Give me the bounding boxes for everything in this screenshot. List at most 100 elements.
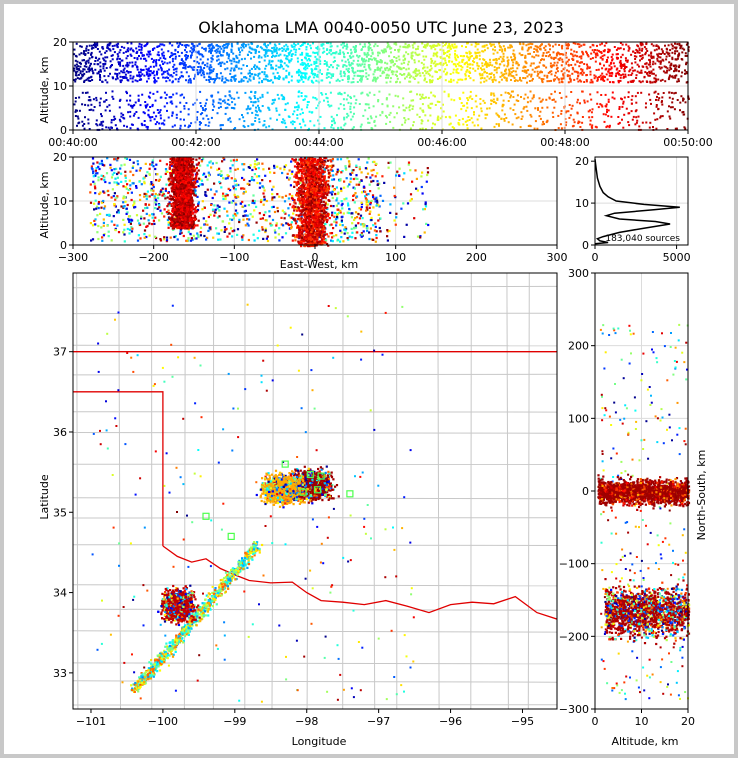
time-height-point [235,54,238,57]
time-height-point [105,99,108,101]
time-height-point [369,115,372,118]
time-height-point [608,74,611,77]
ew-point [261,217,264,220]
time-height-point [229,120,232,123]
time-height-point [305,52,308,55]
time-height-point [615,56,618,59]
time-height-point [113,115,116,118]
time-height-point [248,108,251,111]
time-height-point [601,105,604,108]
ew-point [179,228,183,231]
time-height-point [464,74,467,77]
ew-point [99,212,102,215]
ew-point [130,198,133,202]
time-height-point [343,52,345,55]
ew-point [231,235,234,238]
time-height-point [80,52,83,55]
time-height-point [77,67,80,70]
ew-point [216,204,219,207]
time-height-point [234,127,237,129]
ew-point [273,166,276,169]
time-height-point [278,43,281,45]
ew-point [143,229,147,232]
time-height-point [272,72,275,75]
ew-point [154,201,157,204]
time-height-point [372,78,375,81]
ew-point [362,225,365,228]
time-height-point [466,69,469,71]
time-height-point [620,56,623,59]
time-height-point [337,127,340,130]
time-height-point [189,79,192,82]
time-tick-label: 00:40:00 [48,136,97,149]
time-height-point [506,60,509,62]
time-height-point [513,58,516,61]
time-height-point [348,55,351,58]
time-height-point [235,56,238,59]
time-height-point [253,66,256,68]
ew-point [241,163,244,166]
time-height-point [337,92,340,95]
time-height-point [74,71,77,74]
time-height-point [518,52,521,55]
time-height-point [343,45,346,47]
time-height-point [368,106,371,109]
time-height-point [152,92,155,95]
time-height-point [129,110,132,113]
ew-point [343,228,346,231]
time-height-point [613,97,616,100]
time-height-point [370,117,373,120]
time-height-point [498,124,500,127]
ew-point [104,180,107,184]
time-height-point [106,81,109,84]
ew-point [346,232,349,235]
time-height-point [217,91,220,94]
ew-point [93,219,96,222]
ew-point [117,209,120,212]
ew-point [105,213,109,217]
time-height-point [149,65,152,68]
ew-point [152,185,155,189]
time-height-point [313,62,316,65]
time-height-point [154,79,156,82]
time-height-point [434,104,437,106]
ew-point [200,179,204,182]
ew-point [369,203,372,206]
ew-point [366,229,369,232]
time-height-point [380,66,383,69]
time-height-point [230,97,233,100]
time-height-point [210,52,212,55]
time-height-point [310,47,312,50]
time-height-point [108,43,111,45]
time-height-point [575,70,578,73]
time-height-point [395,70,398,73]
time-height-point [96,63,99,66]
ew-point [281,209,284,212]
ew-point [129,187,132,191]
ew-point [251,201,254,204]
ew-point [215,161,218,165]
time-height-point [476,118,479,121]
time-height-point [610,75,613,77]
time-height-point [135,52,138,54]
time-height-point [485,72,488,74]
ew-point [156,173,159,176]
ew-point [150,223,154,226]
time-height-point [500,60,503,63]
ew-point [375,199,379,202]
time-height-point [651,81,654,84]
time-height-point [103,100,106,103]
ew-point [376,183,379,186]
time-height-point [424,46,427,49]
time-height-point [638,65,640,68]
time-height-point [131,106,134,109]
ew-point [124,176,127,179]
time-height-point [99,76,102,79]
time-height-point [143,54,145,57]
time-height-point [384,61,387,64]
time-height-point [301,43,304,46]
time-height-point [666,110,669,113]
ew-point [336,168,339,171]
ew-point [110,220,113,223]
time-height-point [685,72,688,75]
